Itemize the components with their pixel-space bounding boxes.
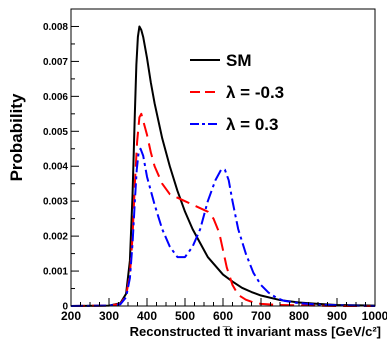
y-tick-label: 0.007 (43, 57, 68, 68)
y-tick-label: 0.006 (43, 92, 68, 103)
axis-ticks: 200 300 400 500 600 700 800 900 1000 0 0.001 0.002 0… (43, 22, 387, 323)
legend: SM λ = -0.3 λ = 0.3 (190, 51, 284, 134)
y-tick-label: 0.001 (43, 267, 68, 278)
x-tick-label: 900 (327, 309, 347, 323)
legend-label-0: SM (226, 51, 252, 70)
x-tick-label: 200 (61, 309, 81, 323)
x-axis-label: Reconstructed t̅t invariant mass [GeV/c²… (130, 324, 381, 339)
y-tick-label: 0.008 (43, 22, 68, 33)
x-tick-label: 300 (99, 309, 119, 323)
plot-lines (70, 25, 376, 307)
series-line-2 (70, 147, 376, 307)
x-tick-label: 500 (175, 309, 195, 323)
y-tick-label: 0.005 (43, 127, 68, 138)
y-tick-label: 0.002 (43, 232, 68, 243)
x-tick-label: 600 (213, 309, 233, 323)
y-tick-label: 0 (62, 302, 68, 313)
legend-label-1: λ = -0.3 (226, 83, 284, 102)
legend-label-2: λ = 0.3 (226, 115, 278, 134)
x-tick-label: 800 (289, 309, 309, 323)
y-tick-label: 0.003 (43, 197, 68, 208)
y-tick-label: 0.004 (43, 162, 68, 173)
series-line-0 (70, 25, 376, 307)
x-tick-label: 700 (251, 309, 271, 323)
y-axis-label: Probability (7, 93, 26, 181)
x-tick-label: 1000 (362, 309, 387, 323)
series-line-1 (70, 112, 375, 307)
x-tick-label: 400 (137, 309, 157, 323)
